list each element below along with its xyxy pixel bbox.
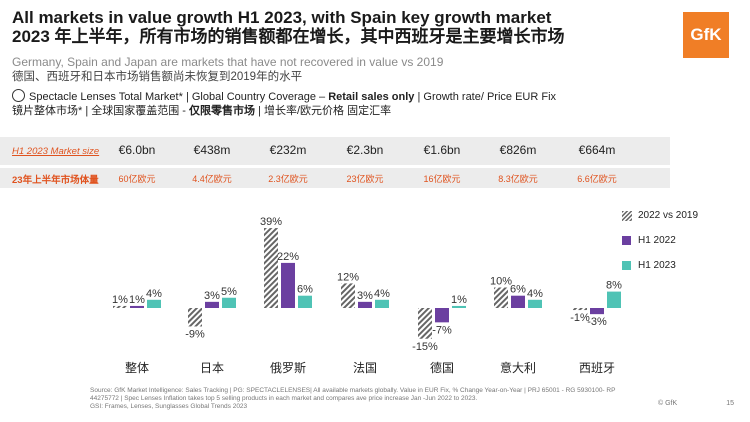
bar-h1-2022	[205, 301, 219, 308]
data-label-h1-2022: -3%	[587, 316, 607, 328]
bar-vs2019	[341, 283, 355, 308]
bar-h1-2022	[358, 301, 372, 308]
bar-h1-2023	[222, 297, 236, 308]
market-size-cn-band	[0, 168, 670, 188]
data-label-h1-2023: 5%	[221, 286, 237, 298]
data-label-h1-2022: 3%	[204, 290, 220, 302]
market-size-value: €826m	[499, 143, 537, 157]
market-size-cn-value: 4.4亿欧元	[192, 174, 232, 184]
legend-item-vs2019: 2022 vs 2019	[622, 210, 698, 221]
bar-vs2019	[113, 305, 127, 308]
title-en: All markets in value growth H1 2023, wit…	[12, 8, 552, 27]
footnote-source-1: Source: GfK Market Intelligence: Sales T…	[90, 387, 616, 394]
market-size-band	[0, 137, 670, 165]
market-size-value: €664m	[578, 143, 616, 157]
data-label-vs2019: -15%	[412, 341, 438, 353]
bar-h1-2023	[375, 299, 389, 308]
page-number: 15	[726, 400, 734, 407]
data-label-vs2019: 12%	[337, 271, 359, 283]
category-label: 意大利	[500, 360, 536, 375]
legend-item-h1-2023: H1 2023	[622, 260, 676, 271]
coverage-cn: 镜片整体市场* | 全球国家覆盖范围 - 仅限零售市场 | 增长率/欧元价格 固…	[12, 105, 392, 117]
data-label-h1-2022: -7%	[432, 324, 452, 336]
data-label-h1-2022: 22%	[277, 251, 299, 263]
legend-swatch-vs2019	[622, 211, 632, 221]
bar-h1-2023	[298, 295, 312, 308]
data-label-vs2019: 1%	[112, 294, 128, 306]
category-label: 西班牙	[579, 361, 615, 375]
legend-swatch-h1-2023	[622, 261, 631, 270]
bar-vs2019	[418, 308, 432, 339]
category-label: 德国	[430, 360, 454, 375]
bar-h1-2023	[147, 299, 161, 308]
copyright: © GfK	[658, 400, 678, 407]
market-size-value: €1.6bn	[423, 143, 461, 157]
bar-vs2019	[188, 308, 202, 327]
category-label: 法国	[353, 361, 377, 375]
market-size-cn-label: 23年上半年市场体量	[12, 175, 99, 186]
market-size-value: €2.3bn	[346, 143, 384, 157]
subtitle-en: Germany, Spain and Japan are markets tha…	[12, 55, 444, 69]
data-label-h1-2023: 1%	[451, 294, 467, 306]
data-label-h1-2022: 3%	[357, 290, 373, 302]
market-size-label: H1 2023 Market size	[12, 146, 100, 157]
data-label-h1-2022: 1%	[129, 294, 145, 306]
footnote-source-3: GSI: Frames, Lenses, Sunglasses Global T…	[90, 403, 248, 410]
market-size-cn-value: 16亿欧元	[423, 174, 461, 184]
market-size-cn-value: 60亿欧元	[118, 174, 156, 184]
data-label-h1-2023: 8%	[606, 280, 622, 292]
data-label-h1-2023: 4%	[374, 288, 390, 300]
category-label: 俄罗斯	[270, 361, 306, 375]
bar-vs2019	[573, 308, 587, 311]
market-size-cn-value: 6.6亿欧元	[577, 174, 617, 184]
legend-item-h1-2022: H1 2022	[622, 235, 676, 246]
bar-h1-2023	[452, 305, 466, 308]
bar-vs2019	[494, 287, 508, 308]
market-size-value: €438m	[193, 143, 231, 157]
bar-h1-2022	[590, 308, 604, 315]
market-size-cn-value: 23亿欧元	[346, 174, 384, 184]
footnote-source-2: 44275772 | Spec Lenses Inflation takes t…	[90, 395, 478, 402]
page-title: All markets in value growth H1 2023, wit…	[12, 8, 662, 46]
data-label-vs2019: -9%	[185, 328, 205, 340]
bar-h1-2022	[281, 262, 295, 308]
data-label-h1-2022: 6%	[510, 284, 526, 296]
gfk-logo: GfK	[683, 12, 729, 58]
bar-h1-2023	[528, 299, 542, 308]
bar-h1-2022	[435, 308, 449, 323]
market-size-value: €6.0bn	[118, 143, 156, 157]
subtitle-cn: 德国、西班牙和日本市场销售额尚未恢复到2019年的水平	[12, 71, 303, 83]
data-label-vs2019: 39%	[260, 216, 282, 228]
bar-h1-2023	[607, 291, 621, 308]
bar-vs2019	[264, 228, 278, 308]
bar-h1-2022	[511, 295, 525, 308]
globe-icon	[12, 89, 25, 102]
data-label-h1-2023: 4%	[146, 288, 162, 300]
legend-swatch-h1-2022	[622, 236, 631, 245]
market-size-cn-value: 8.3亿欧元	[498, 174, 538, 184]
data-label-vs2019: -1%	[570, 312, 590, 324]
data-label-h1-2023: 6%	[297, 284, 313, 296]
coverage-en: Spectacle Lenses Total Market* | Global …	[12, 89, 556, 104]
data-label-vs2019: 10%	[490, 276, 512, 288]
title-cn: 2023 年上半年，所有市场的销售额都在增长，其中西班牙是主要增长市场	[12, 27, 565, 46]
market-size-value: €232m	[269, 143, 307, 157]
bar-h1-2022	[130, 305, 144, 308]
category-label: 整体	[125, 360, 149, 375]
market-size-cn-value: 2.3亿欧元	[268, 174, 308, 184]
data-label-h1-2023: 4%	[527, 288, 543, 300]
category-label: 日本	[200, 361, 224, 375]
